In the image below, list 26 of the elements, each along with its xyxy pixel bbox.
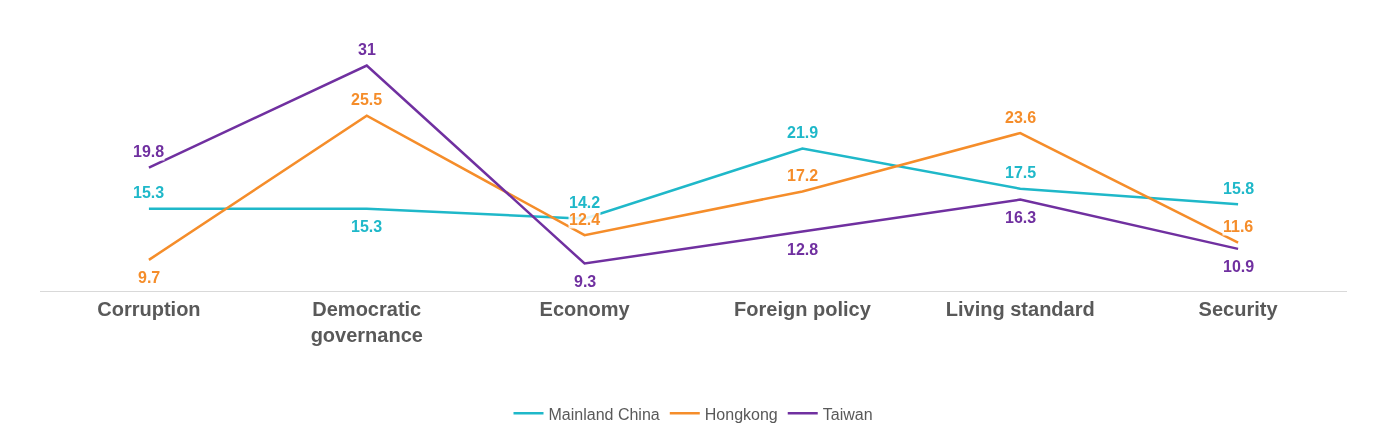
x-tick-label: Security <box>1198 298 1279 320</box>
data-label: 11.6 <box>1223 218 1254 235</box>
legend-label: Taiwan <box>822 405 873 423</box>
data-label: 23.6 <box>1005 109 1037 126</box>
data-label: 25.5 <box>351 91 383 108</box>
data-label: 19.8 <box>133 143 165 160</box>
data-label: 9.3 <box>574 273 597 290</box>
data-label: 12.8 <box>787 241 819 258</box>
legend-label: Mainland China <box>548 405 660 423</box>
data-label: 15.8 <box>1223 180 1255 197</box>
x-tick-label: Corruption <box>97 298 201 320</box>
data-label: 21.9 <box>787 124 819 141</box>
legend-label: Hongkong <box>704 405 778 423</box>
data-label: 14.2 <box>569 194 601 211</box>
x-tick-label: Living standard <box>945 298 1095 320</box>
data-label: 17.5 <box>1005 164 1037 181</box>
x-tick-label: Democratic governance <box>310 298 423 346</box>
x-tick-label: Foreign policy <box>734 298 872 320</box>
x-tick-label: Economy <box>539 298 631 320</box>
data-label: 15.3 <box>133 184 165 201</box>
data-label: 31 <box>358 41 376 58</box>
data-label: 15.3 <box>351 218 383 235</box>
data-label: 10.9 <box>1223 258 1255 275</box>
data-label: 17.2 <box>787 167 819 184</box>
data-label: 9.7 <box>138 269 161 286</box>
data-label: 16.3 <box>1005 209 1037 226</box>
